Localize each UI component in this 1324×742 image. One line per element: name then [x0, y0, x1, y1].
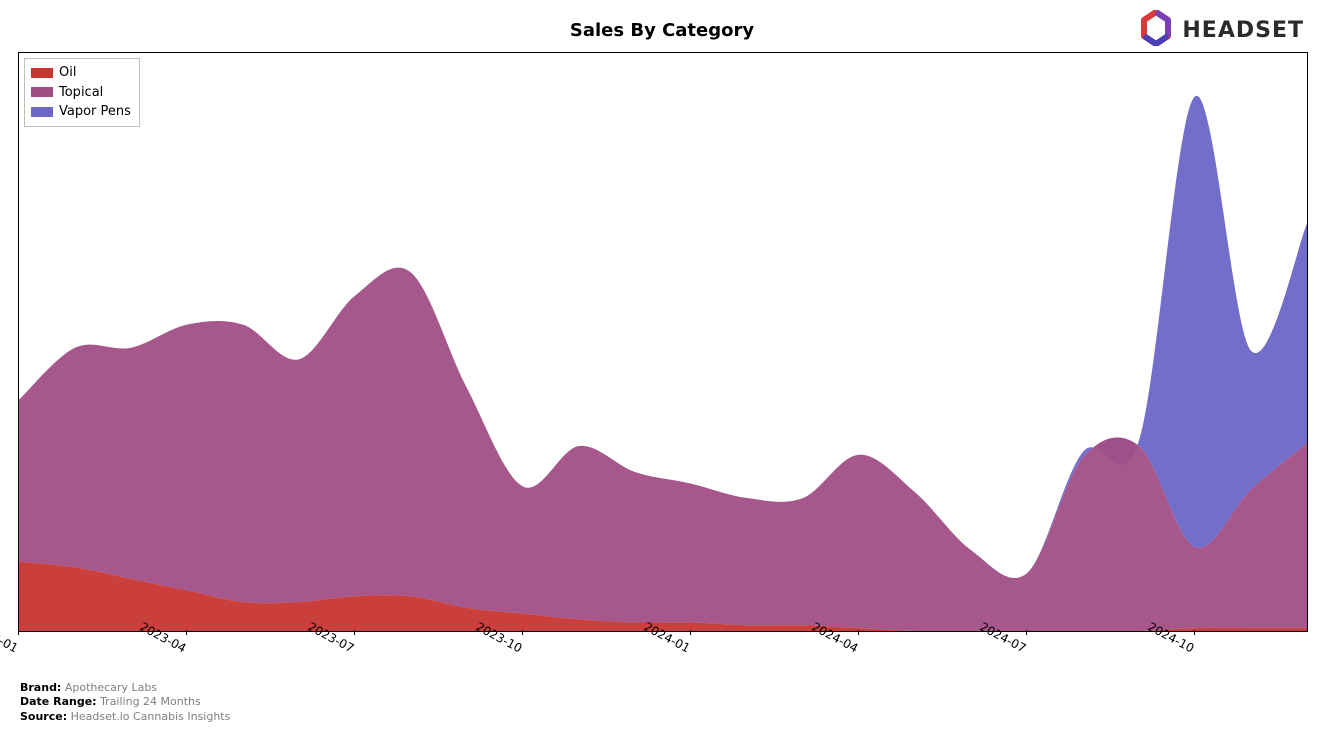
legend-swatch: [31, 107, 53, 117]
brand-logo-text: HEADSET: [1182, 18, 1304, 43]
legend-swatch: [31, 87, 53, 97]
x-tick-mark: [1026, 630, 1027, 635]
headset-logo-icon: [1138, 10, 1174, 50]
chart-page: { "title": { "text": "Sales By Category"…: [0, 0, 1324, 742]
legend-item: Oil: [31, 63, 131, 83]
x-tick-mark: [858, 630, 859, 635]
legend-swatch: [31, 68, 53, 78]
footer-source: Source: Headset.io Cannabis Insights: [20, 710, 230, 724]
legend-label: Oil: [59, 63, 76, 83]
x-tick-mark: [1194, 630, 1195, 635]
x-tick-mark: [18, 630, 19, 635]
area-series: [19, 268, 1307, 631]
legend-item: Topical: [31, 83, 131, 103]
stacked-area-chart: [19, 53, 1307, 631]
plot-area: [18, 52, 1308, 632]
legend-label: Vapor Pens: [59, 102, 131, 122]
legend-label: Topical: [59, 83, 103, 103]
x-tick-mark: [690, 630, 691, 635]
chart-footer: Brand: Apothecary Labs Date Range: Trail…: [20, 681, 230, 724]
x-tick-mark: [186, 630, 187, 635]
chart-title: Sales By Category: [0, 20, 1324, 41]
brand-logo: HEADSET: [1138, 10, 1304, 50]
legend: OilTopicalVapor Pens: [24, 58, 140, 127]
footer-brand: Brand: Apothecary Labs: [20, 681, 230, 695]
footer-date-range: Date Range: Trailing 24 Months: [20, 695, 230, 709]
legend-item: Vapor Pens: [31, 102, 131, 122]
x-tick-mark: [354, 630, 355, 635]
x-tick-mark: [522, 630, 523, 635]
